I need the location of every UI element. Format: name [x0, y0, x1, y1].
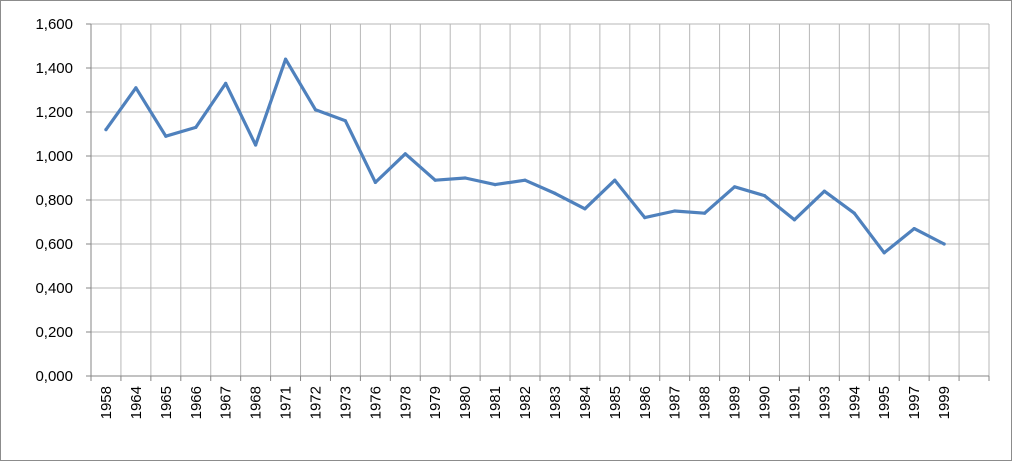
- x-tick-label: 1978: [397, 386, 414, 419]
- x-tick-label: 1964: [128, 386, 145, 419]
- x-tick-label: 1990: [757, 386, 774, 419]
- data-point: [194, 125, 198, 129]
- data-point: [104, 128, 108, 132]
- x-tick-label: 1984: [577, 386, 594, 419]
- x-tick-label: 1980: [457, 386, 474, 419]
- data-point: [343, 119, 348, 123]
- data-point: [643, 216, 647, 220]
- y-tick-label: 0,600: [35, 236, 73, 253]
- data-point: [822, 189, 826, 193]
- data-point: [224, 81, 228, 85]
- x-tick-label: 1967: [218, 386, 235, 419]
- data-point: [463, 176, 467, 180]
- data-point: [942, 242, 946, 246]
- y-tick-label: 1,400: [35, 60, 73, 77]
- x-tick-label: 1985: [607, 386, 624, 419]
- data-point: [523, 178, 527, 182]
- data-point: [373, 180, 377, 184]
- x-tick-label: 1987: [667, 386, 684, 419]
- x-tick-label: 1988: [697, 386, 714, 419]
- y-tick-label: 0,200: [35, 324, 73, 341]
- x-tick-label: 1995: [876, 386, 893, 419]
- y-tick-label: 1,000: [35, 148, 73, 165]
- y-tick-label: 0,000: [35, 368, 73, 385]
- x-tick-label: 1972: [308, 386, 325, 419]
- x-tick-label: 1966: [188, 386, 205, 419]
- data-point: [613, 178, 617, 182]
- data-point: [403, 152, 407, 156]
- data-point: [164, 134, 168, 138]
- data-point: [732, 185, 737, 189]
- x-tick-label: 1991: [786, 386, 803, 419]
- x-axis-ticks: 1958 1964 1965 1966 1967 1968 1971 1972 1973 1976…: [90, 376, 990, 419]
- x-tick-label: 1982: [517, 386, 534, 419]
- data-point: [882, 251, 886, 255]
- x-tick-label: 1979: [427, 386, 444, 419]
- x-tick-label: 1968: [248, 386, 265, 419]
- x-tick-label: 1976: [367, 386, 384, 419]
- data-point: [703, 211, 707, 215]
- x-tick-label: 1999: [936, 386, 953, 419]
- x-tick-label: 1989: [727, 386, 744, 419]
- x-tick-label: 1958: [98, 386, 115, 419]
- x-tick-label: 1997: [906, 386, 923, 419]
- data-point: [673, 209, 677, 213]
- data-point: [792, 218, 797, 222]
- y-tick-label: 1,600: [35, 16, 73, 33]
- y-axis-ticks: 0,000 0,200 0,400 0,600 0,800 1,000 1,200 1,400…: [35, 16, 91, 385]
- data-point: [583, 207, 587, 211]
- y-tick-label: 0,400: [35, 280, 73, 297]
- x-tick-label: 1994: [846, 386, 863, 419]
- data-point: [762, 194, 767, 198]
- series-group: [104, 57, 946, 255]
- data-point: [134, 86, 138, 90]
- data-point: [313, 108, 318, 112]
- data-point: [852, 211, 856, 215]
- data-point: [553, 191, 557, 195]
- data-point: [493, 183, 497, 187]
- y-tick-label: 1,200: [35, 104, 73, 121]
- grid-lines: [91, 23, 990, 376]
- x-tick-label: 1981: [487, 386, 504, 419]
- data-point: [433, 178, 437, 182]
- data-point: [912, 227, 916, 231]
- x-tick-label: 1993: [816, 386, 833, 419]
- x-tick-label: 1983: [547, 386, 564, 419]
- data-point: [283, 57, 288, 61]
- data-point: [254, 143, 258, 147]
- y-tick-label: 0,800: [35, 192, 73, 209]
- x-tick-label: 1971: [278, 386, 295, 419]
- x-tick-label: 1973: [337, 386, 354, 419]
- x-tick-label: 1986: [637, 386, 654, 419]
- x-tick-label: 1965: [158, 386, 175, 419]
